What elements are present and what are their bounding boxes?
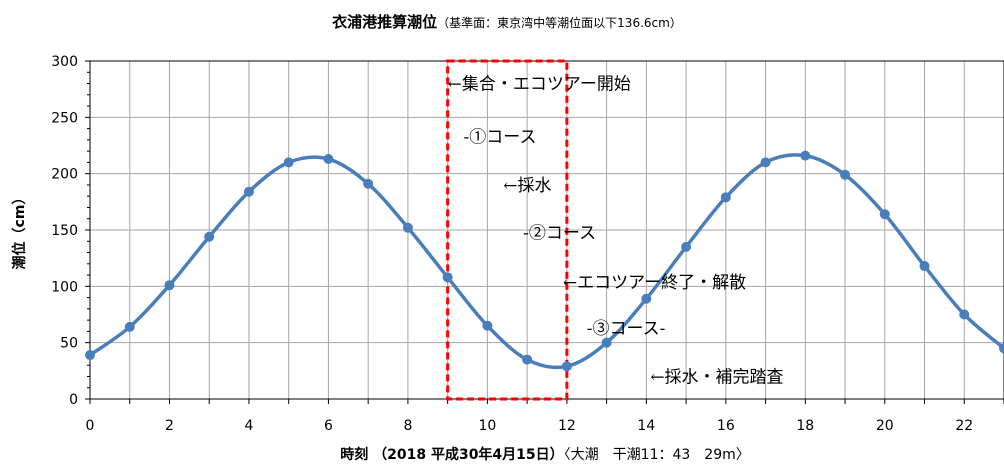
annotation: ←集合・エコツアー開始 [448,75,631,95]
annotation: -③コース- [587,319,666,339]
x-tick-label: 16 [717,418,735,434]
x-tick-label: 10 [478,418,496,434]
x-tick-label: 2 [165,418,174,434]
y-tick-label: 250 [51,110,78,126]
y-tick-label: 0 [69,392,78,408]
data-point [999,343,1004,354]
y-tick-label: 50 [60,336,78,352]
data-point [482,320,493,331]
grid [90,61,1004,399]
data-point [164,280,175,291]
y-axis-ticks: 0 50 100 150 200 250 300 [51,54,90,408]
data-point [561,361,572,372]
data-point [402,222,413,233]
x-tick-label: 6 [324,418,333,434]
highlight-box [446,59,569,401]
y-tick-label: 150 [51,223,78,239]
x-tick-label: 0 [86,418,95,434]
data-point [959,309,970,320]
annotations: ←集合・エコツアー開始 -①コース ←採水 -②コース ←エコツアー終了・解散 -③コース… [448,75,784,388]
data-point [283,157,294,168]
data-point [720,192,731,203]
y-tick-label: 300 [51,54,78,70]
data-point [442,272,453,283]
data-point [323,154,334,165]
data-point [760,157,771,168]
y-axis-label: 潮位（cm） [11,191,28,270]
x-tick-label: 22 [955,418,973,434]
data-point [879,209,890,220]
data-point [919,261,930,272]
x-tick-label: 20 [876,418,894,434]
annotation: ←採水・補完踏査 [650,367,783,387]
data-point [363,178,374,189]
data-point [681,241,692,252]
annotation: -②コース [523,223,596,243]
tide-points [85,150,1004,372]
data-point [641,293,652,304]
data-point [601,337,612,348]
x-tick-label: 4 [244,418,253,434]
x-tick-label: 12 [558,418,576,434]
x-axis-label: 時刻 （2018 平成30年4月15日）〈大潮 干潮11：43 29m〉 [340,446,750,463]
annotation: -①コース [464,127,537,147]
data-point [243,186,254,197]
data-point [800,150,811,161]
chart-title: 衣浦港推算潮位（基準面：東京湾中等潮位面以下136.6cm） [332,13,682,31]
annotation: ←エコツアー終了・解散 [563,273,746,293]
data-point [522,354,533,365]
data-point [124,321,135,332]
y-tick-label: 100 [51,279,78,295]
x-tick-label: 18 [796,418,814,434]
data-point [204,231,215,242]
annotation: ←採水 [503,176,551,196]
x-axis-ticks: 0 2 4 6 8 10 12 14 16 18 20 22 [86,399,1004,434]
data-point [840,169,851,180]
data-point [85,350,95,361]
x-tick-label: 14 [637,418,655,434]
y-tick-label: 200 [51,167,78,183]
x-tick-label: 8 [403,418,412,434]
